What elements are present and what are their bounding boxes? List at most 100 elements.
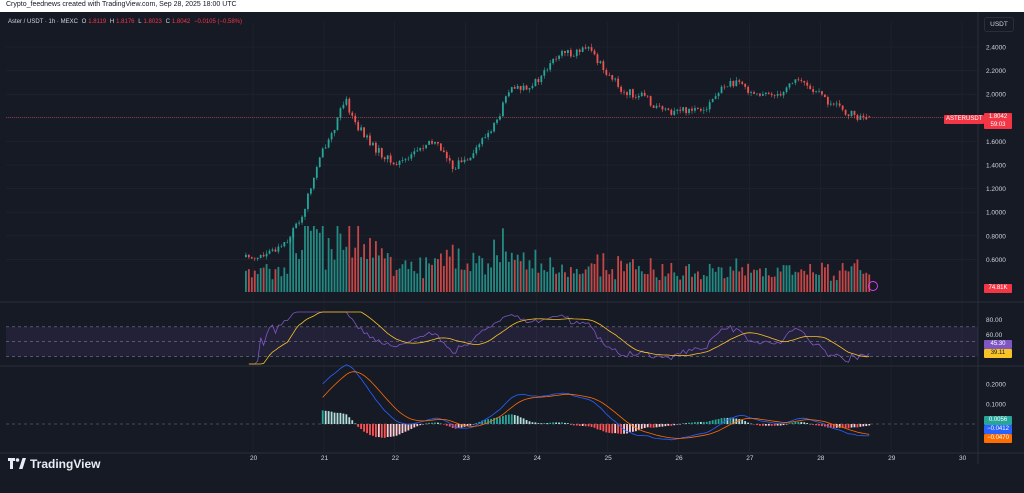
macd-histogram-bar [862,424,865,427]
rsi-tag: 45.30 [984,340,1012,349]
macd-histogram-bar [321,410,324,424]
macd-histogram-bar [366,424,368,434]
macd-histogram-bar [764,424,767,426]
candle-body [617,78,620,87]
candle-body [321,148,324,158]
volume-bar [475,263,478,292]
volume-tag: 74.81K [984,284,1012,293]
candle-body [611,75,614,80]
time-axis-label: 23 [463,455,471,462]
volume-bar [826,264,829,292]
volume-bar [720,267,723,292]
volume-bar [422,278,425,292]
candle-body [383,157,386,160]
candle-body [463,159,466,163]
candle-body [348,98,351,113]
macd-histogram-bar [694,422,696,424]
volume-bar [431,264,433,292]
macd-histogram-bar [838,424,841,428]
macd-histogram-bar [519,417,522,424]
volume-bar [614,279,617,292]
macd-histogram-bar [738,419,741,424]
candle-body [416,150,419,152]
volume-bar [629,262,631,292]
candle-body [428,141,430,145]
candle-body [280,246,283,247]
macd-histogram-bar [587,424,590,427]
candle-body [596,54,599,64]
volume-bar [699,279,702,292]
volume-bar [744,275,747,292]
macd-histogram-bar [475,423,478,424]
macd-histogram-bar [617,424,620,434]
symbol-price-tag: ASTERUSDT [944,115,985,124]
open-label: O [81,19,87,25]
candle-body [841,105,844,110]
volume-bar [643,273,646,292]
macd-histogram-bar [806,422,809,424]
volume-bar [561,264,563,292]
chart-canvas[interactable]: 2.40002.20002.00001.80001.60001.40001.20… [0,12,1024,493]
candle-body [835,103,838,105]
volume-bar [791,274,794,292]
candle-body [818,91,820,92]
macd-histogram-bar [348,417,351,424]
volume-bar [702,274,705,292]
candle-body [794,79,797,83]
candle-body [315,167,318,178]
volume-bar [360,257,363,292]
candle-body [472,153,475,158]
volume-bar [773,276,776,292]
macd-histogram-bar [865,424,868,427]
macd-axis-label: 0.1000 [986,402,1006,409]
volume-bar [800,269,803,292]
candle-body [372,142,374,146]
price-axis-label: 1.4000 [986,163,1006,170]
volume-bar [634,269,637,292]
chart-area[interactable]: 2.40002.20002.00001.80001.60001.40001.20… [0,12,1024,493]
volume-bar [380,248,383,292]
volume-bar [617,256,620,292]
macd-histogram-bar [620,424,622,434]
volume-bar [682,275,685,292]
volume-bar [832,275,835,292]
candle-body [422,148,425,149]
macd-histogram-bar [434,422,436,424]
macd-histogram-bar [729,417,732,424]
signal-line [322,371,870,439]
volume-bar [812,272,815,292]
symbol-title[interactable]: Aster / USDT · 1h · MEXC [8,19,78,25]
tradingview-logo[interactable]: TradingView [8,457,100,471]
candle-body [593,50,596,55]
volume-bar [711,268,714,292]
macd-histogram-bar [750,423,752,425]
volume-bar [451,244,454,292]
macd-histogram-bar [761,424,764,426]
macd-histogram-bar [702,421,705,424]
candle-body [578,49,581,52]
volume-bar [295,253,298,292]
candle-body [652,105,655,108]
candle-body [283,242,286,247]
candle-body [549,63,552,70]
candle-body [815,91,817,92]
volume-bar [466,263,469,292]
time-axis-label: 27 [746,455,754,462]
volume-bar [531,268,534,292]
low-label: L [138,19,142,25]
volume-bar [806,274,809,292]
macd-histogram-bar [658,424,661,427]
volume-bar [413,271,416,292]
macd-histogram-bar [487,419,490,424]
currency-button[interactable]: USDT [984,17,1014,32]
macd-histogram-bar [664,424,667,427]
macd-histogram-bar [499,417,501,424]
volume-bar [575,268,578,292]
volume-bar [543,270,546,292]
volume-bar [584,269,587,292]
volume-bar [658,279,661,292]
macd-histogram-bar [696,421,699,424]
candle-body [250,257,253,259]
volume-bar [496,255,498,292]
macd-histogram-bar [714,419,717,424]
